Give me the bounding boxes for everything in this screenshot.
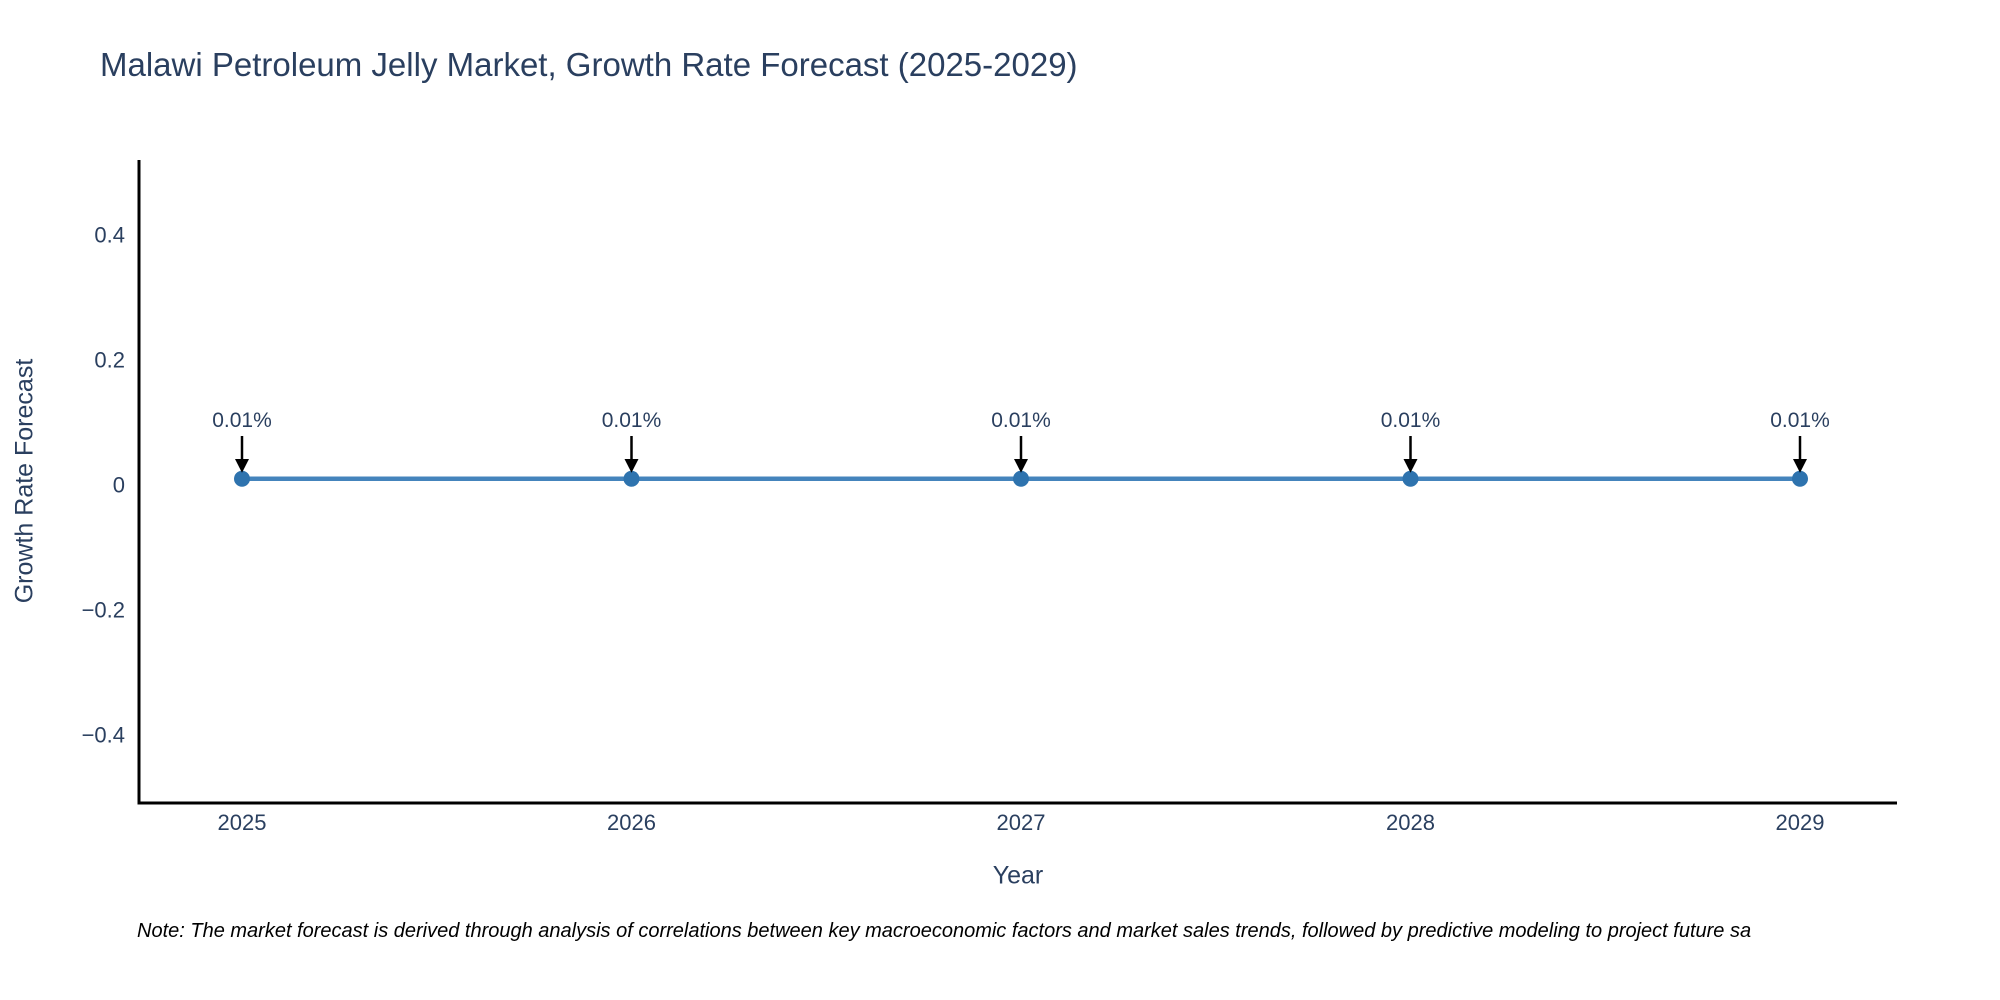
annotation-label: 0.01% bbox=[602, 409, 662, 432]
data-point-marker bbox=[1402, 470, 1419, 487]
annotation-arrowhead bbox=[1014, 459, 1028, 473]
x-tick-label: 2026 bbox=[607, 810, 656, 835]
annotation-arrowhead bbox=[235, 459, 249, 473]
annotation-label: 0.01% bbox=[1770, 409, 1830, 432]
data-point-marker bbox=[234, 470, 250, 487]
x-tick-label: 2028 bbox=[1386, 810, 1435, 835]
y-tick-label: −0.4 bbox=[82, 723, 125, 748]
footnote: Note: The market forecast is derived thr… bbox=[137, 920, 1752, 942]
chart-title: Malawi Petroleum Jelly Market, Growth Ra… bbox=[100, 46, 1078, 83]
annotation-label: 0.01% bbox=[1381, 409, 1441, 432]
annotation-label: 0.01% bbox=[991, 409, 1051, 432]
x-tick-label: 2027 bbox=[997, 810, 1046, 835]
y-tick-label: 0.4 bbox=[94, 223, 125, 248]
x-axis-title: Year bbox=[992, 861, 1044, 890]
annotation-arrowhead bbox=[1403, 459, 1418, 473]
data-point-marker bbox=[1013, 470, 1029, 487]
annotation-label: 0.01% bbox=[212, 409, 272, 432]
y-tick-label: 0 bbox=[113, 473, 125, 498]
x-tick-label: 2025 bbox=[218, 810, 267, 835]
y-tick-label: 0.2 bbox=[94, 348, 125, 373]
annotation-arrowhead bbox=[624, 459, 639, 473]
y-tick-label: −0.2 bbox=[82, 598, 125, 623]
x-tick-label: 2029 bbox=[1776, 810, 1825, 835]
data-point-marker bbox=[623, 470, 640, 487]
annotation-arrowhead bbox=[1793, 459, 1807, 473]
data-point-marker bbox=[1792, 470, 1808, 487]
